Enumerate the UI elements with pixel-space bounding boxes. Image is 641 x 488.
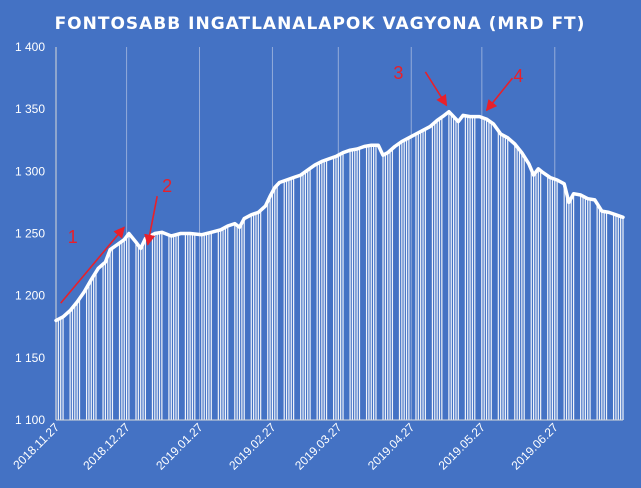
x-tick-label: 2019.01.27 [153,420,206,473]
y-tick-label: 1 100 [15,413,45,427]
x-tick-label: 2018.11.27 [10,420,62,472]
x-tick-label: 2018.12.27 [80,420,133,473]
annotation-arrow [485,77,514,112]
axes [55,47,623,421]
data-fill [55,111,624,420]
x-tick-label: 2019.04.27 [365,420,418,473]
annotation-label: 4 [513,66,523,86]
y-tick-label: 1 150 [15,351,45,365]
x-tick-label: 2019.05.27 [436,420,489,473]
annotation-label: 3 [393,63,403,83]
annotation-arrow [424,71,448,107]
annotation-arrow [144,196,158,246]
annotation-label: 2 [162,176,172,196]
y-axis-ticks: 1 100 1 150 1 200 1 250 1 300 1 350 1 400 [15,40,45,427]
y-tick-label: 1 300 [15,164,45,178]
annotation-label: 1 [68,227,78,247]
x-tick-label: 2019.06.27 [509,420,562,473]
y-tick-label: 1 250 [15,227,45,241]
annotations: 1 2 3 4 [60,63,523,304]
chart-title: FONTOSABB INGATLANALAPOK VAGYONA (MRD FT… [55,14,586,34]
y-tick-label: 1 350 [15,102,45,116]
x-axis-ticks: 2018.11.27 2018.12.27 2019.01.27 2019.02.27… [10,420,561,473]
annotation-arrow [60,226,125,304]
x-tick-label: 2019.02.27 [226,420,279,473]
y-tick-label: 1 200 [15,289,45,303]
x-tick-label: 2019.03.27 [292,420,345,473]
y-tick-label: 1 400 [15,40,45,54]
